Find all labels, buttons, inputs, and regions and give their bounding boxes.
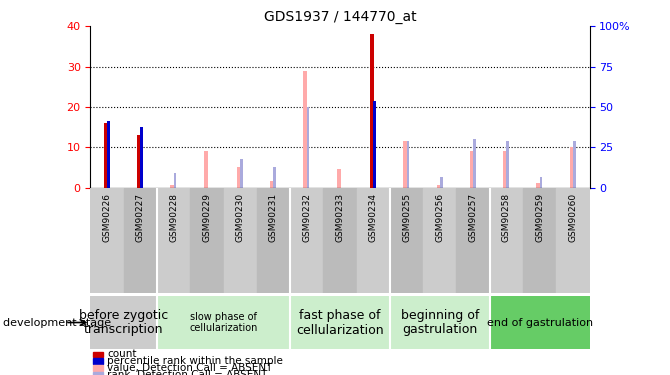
Text: GSM90256: GSM90256 (436, 193, 444, 242)
Bar (157, 188, 190, 292)
Text: GSM90230: GSM90230 (236, 193, 245, 242)
Bar (104, 123, 108, 188)
Bar (403, 141, 407, 188)
Bar (237, 167, 241, 188)
Bar (390, 296, 490, 349)
Text: percentile rank within the sample: percentile rank within the sample (107, 356, 283, 366)
Text: GSM90227: GSM90227 (136, 193, 145, 242)
Bar (573, 141, 576, 188)
Bar (92, 365, 103, 370)
Bar (204, 151, 208, 188)
Text: GSM90232: GSM90232 (302, 193, 312, 242)
Text: GSM90234: GSM90234 (369, 193, 378, 242)
Text: GSM90258: GSM90258 (502, 193, 511, 242)
Bar (539, 177, 543, 188)
Text: GSM90257: GSM90257 (468, 193, 478, 242)
Bar (437, 186, 440, 188)
Bar (456, 188, 490, 292)
Bar (407, 141, 409, 188)
Text: development stage: development stage (3, 318, 111, 327)
Text: GSM90260: GSM90260 (568, 193, 578, 242)
Text: GSM90226: GSM90226 (103, 193, 112, 242)
Bar (373, 101, 376, 188)
Bar (92, 358, 103, 364)
Bar (90, 188, 124, 292)
Bar (507, 141, 509, 188)
Text: before zygotic
transcription: before zygotic transcription (79, 309, 168, 336)
Text: GSM90255: GSM90255 (402, 193, 411, 242)
Text: value, Detection Call = ABSENT: value, Detection Call = ABSENT (107, 363, 273, 373)
Text: GSM90229: GSM90229 (202, 193, 212, 242)
Text: slow phase of
cellularization: slow phase of cellularization (190, 312, 258, 333)
Bar (240, 159, 243, 188)
Bar (92, 372, 103, 375)
Bar (90, 296, 157, 349)
Bar (140, 127, 143, 188)
Bar (224, 188, 257, 292)
Bar (190, 188, 224, 292)
Bar (290, 188, 324, 292)
Bar (257, 188, 290, 292)
Text: GSM90233: GSM90233 (336, 193, 344, 242)
Bar (473, 139, 476, 188)
Bar (490, 296, 590, 349)
Text: GSM90231: GSM90231 (269, 193, 278, 242)
Bar (307, 107, 310, 188)
Bar (503, 151, 507, 188)
Bar (337, 170, 340, 188)
Bar (270, 182, 274, 188)
Bar (440, 177, 443, 188)
Bar (124, 188, 157, 292)
Bar (324, 188, 356, 292)
Text: GSM90228: GSM90228 (169, 193, 178, 242)
Bar (490, 188, 523, 292)
Bar (92, 352, 103, 357)
Bar (470, 151, 474, 188)
Bar (107, 121, 110, 188)
Bar (290, 296, 390, 349)
Bar (390, 188, 423, 292)
Bar (370, 34, 374, 188)
Bar (570, 147, 574, 188)
Bar (356, 188, 390, 292)
Bar (523, 188, 556, 292)
Bar (304, 70, 308, 188)
Text: beginning of
gastrulation: beginning of gastrulation (401, 309, 479, 336)
Bar (423, 188, 456, 292)
Bar (170, 186, 174, 188)
Text: end of gastrulation: end of gastrulation (486, 318, 593, 327)
Text: count: count (107, 349, 137, 359)
Text: GSM90259: GSM90259 (535, 193, 544, 242)
Bar (174, 173, 176, 188)
Title: GDS1937 / 144770_at: GDS1937 / 144770_at (264, 10, 416, 24)
Bar (137, 135, 141, 188)
Text: fast phase of
cellularization: fast phase of cellularization (296, 309, 384, 336)
Bar (157, 296, 290, 349)
Bar (273, 167, 276, 188)
Bar (537, 183, 540, 188)
Bar (556, 188, 590, 292)
Text: rank, Detection Call = ABSENT: rank, Detection Call = ABSENT (107, 370, 267, 375)
